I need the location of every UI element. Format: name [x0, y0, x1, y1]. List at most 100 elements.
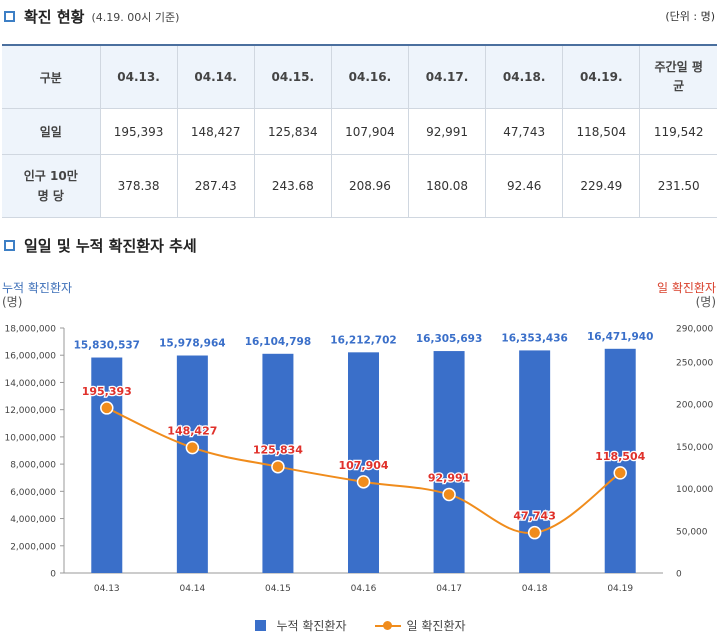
table-header-cell: 04.18. [485, 44, 564, 109]
x-axis-tick-label: 04.17 [436, 584, 462, 594]
bar-data-label: 16,104,798 [245, 336, 311, 348]
table-header-cell: 04.16. [330, 44, 410, 109]
status-subtitle: (4.19. 00시 기준) [91, 10, 180, 24]
table-cell: 229.49 [562, 154, 641, 218]
table-cell: 118,504 [562, 108, 641, 155]
bar-cumulative [348, 352, 379, 573]
line-data-label: 92,991 [428, 471, 470, 484]
line-point-daily [100, 401, 114, 415]
bar-cumulative [519, 350, 551, 573]
line-data-label: 125,834 [253, 444, 303, 457]
status-title: 확진 현황 [24, 8, 85, 26]
line-data-label: 148,427 [167, 425, 217, 438]
right-axis-title: 일 확진환자 [657, 281, 716, 295]
chart-legend: 누적 확진환자 일 확진환자 [0, 617, 721, 634]
right-axis-tick-label: 290,000 [676, 325, 713, 335]
section-square-icon [4, 11, 15, 22]
left-axis-tick-label: 2,000,000 [10, 542, 56, 552]
left-axis-tick-label: 12,000,000 [4, 406, 56, 416]
bar-data-label: 15,830,537 [74, 340, 140, 352]
table-header-cell: 04.17. [407, 44, 487, 109]
unit-label: (단위 : 명) [665, 10, 715, 23]
line-data-label: 47,743 [513, 510, 555, 523]
line-point-daily [356, 475, 371, 489]
line-point-daily [271, 459, 285, 474]
bar-data-label: 15,978,964 [159, 338, 225, 350]
line-data-label: 118,504 [595, 450, 645, 463]
table-header-cell: 주간일 평균 [639, 44, 717, 109]
right-axis-tick-label: 0 [676, 570, 682, 580]
legend-item-daily: 일 확진환자 [374, 617, 466, 634]
table-cell: 180.08 [407, 154, 487, 218]
line-point-daily [442, 487, 456, 502]
row-label: 인구 10만 명 당 [2, 154, 101, 218]
left-axis-tick-label: 4,000,000 [10, 515, 56, 525]
table-header-cell: 04.14. [176, 44, 255, 109]
left-axis-tick-label: 16,000,000 [4, 352, 56, 362]
bar-data-label: 16,471,940 [587, 331, 653, 343]
table-cell: 107,904 [330, 108, 410, 155]
trend-section-header: 일일 및 누적 확진환자 추세 [4, 235, 197, 256]
left-axis-title: 누적 확진환자 [2, 281, 72, 295]
line-data-label: 107,904 [338, 459, 388, 472]
table-row: 일일 195,393 148,427 125,834 107,904 92,99… [2, 108, 717, 155]
x-axis-tick-label: 04.14 [179, 584, 205, 594]
right-axis-tick-label: 250,000 [676, 358, 713, 368]
section-square-icon [4, 240, 15, 251]
line-data-label: 195,393 [82, 385, 132, 398]
table-cell: 92,991 [407, 108, 487, 155]
bar-data-label: 16,305,693 [416, 333, 482, 345]
x-axis-tick-label: 04.18 [522, 584, 548, 594]
table-header-cell: 04.19. [562, 44, 641, 109]
left-axis-tick-label: 10,000,000 [4, 433, 56, 443]
bar-cumulative [604, 348, 636, 573]
right-axis-tick-label: 150,000 [676, 443, 713, 453]
left-axis-tick-label: 8,000,000 [10, 461, 56, 471]
status-table: 구분 04.13. 04.14. 04.15. 04.16. 04.17. 04… [2, 44, 717, 218]
table-cell: 119,542 [639, 108, 717, 155]
trend-chart: 누적 확진환자(명)일 확진환자(명)02,000,0004,000,0006,… [2, 281, 716, 594]
x-axis-tick-label: 04.15 [265, 584, 291, 594]
left-axis-tick-label: 18,000,000 [4, 325, 56, 335]
table-header-cell: 04.15. [253, 44, 332, 109]
table-header-cell: 구분 [2, 44, 101, 109]
table-header-row: 구분 04.13. 04.14. 04.15. 04.16. 04.17. 04… [2, 44, 717, 109]
bar-data-label: 16,353,436 [501, 332, 567, 344]
table-cell: 243.68 [253, 154, 332, 218]
table-cell: 125,834 [253, 108, 332, 155]
right-axis-tick-label: 200,000 [676, 401, 713, 411]
line-point-daily [527, 525, 542, 540]
table-cell: 231.50 [639, 154, 717, 218]
bar-cumulative [433, 351, 465, 573]
table-cell: 148,427 [176, 108, 255, 155]
legend-label: 누적 확진환자 [276, 619, 347, 633]
right-axis-tick-label: 50,000 [676, 527, 708, 537]
right-axis-tick-label: 100,000 [676, 485, 713, 495]
x-axis-tick-label: 04.13 [94, 584, 120, 594]
legend-label: 일 확진환자 [406, 619, 466, 633]
table-cell: 47,743 [485, 108, 564, 155]
legend-item-cumulative: 누적 확진환자 [255, 617, 347, 634]
table-cell: 92.46 [485, 154, 564, 218]
left-axis-tick-label: 6,000,000 [10, 488, 56, 498]
x-axis-tick-label: 04.16 [351, 584, 377, 594]
line-point-daily [185, 440, 200, 455]
legend-bar-swatch [255, 620, 267, 631]
table-cell: 208.96 [330, 154, 410, 218]
table-header-cell: 04.13. [99, 44, 178, 109]
left-axis-tick-label: 0 [50, 570, 56, 580]
line-point-daily [613, 466, 627, 480]
left-axis-unit: (명) [2, 295, 22, 309]
table-row: 인구 10만 명 당 378.38 287.43 243.68 208.96 1… [2, 154, 717, 218]
table-cell: 195,393 [99, 108, 178, 155]
bar-cumulative [91, 357, 123, 573]
x-axis-tick-label: 04.19 [607, 584, 633, 594]
table-cell: 378.38 [99, 154, 178, 218]
left-axis-tick-label: 14,000,000 [4, 379, 56, 389]
legend-line-swatch [374, 620, 401, 631]
table-cell: 287.43 [176, 154, 255, 218]
bar-data-label: 16,212,702 [330, 334, 396, 346]
bar-cumulative [176, 355, 208, 573]
status-section-header: 확진 현황 (4.19. 00시 기준) [4, 6, 179, 27]
right-axis-unit: (명) [696, 295, 716, 309]
